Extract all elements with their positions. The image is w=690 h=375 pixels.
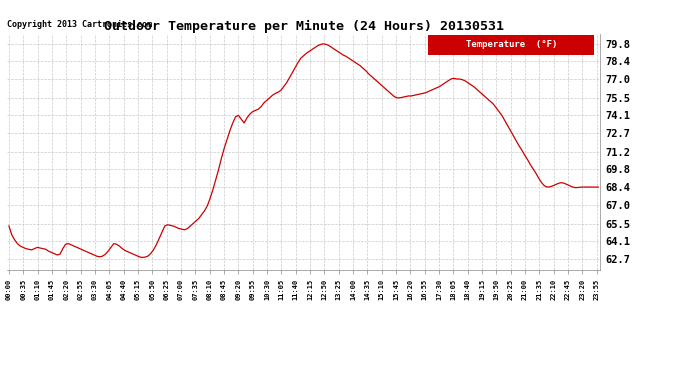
Text: Copyright 2013 Cartronics.com: Copyright 2013 Cartronics.com: [7, 20, 152, 29]
Title: Outdoor Temperature per Minute (24 Hours) 20130531: Outdoor Temperature per Minute (24 Hours…: [104, 20, 504, 33]
